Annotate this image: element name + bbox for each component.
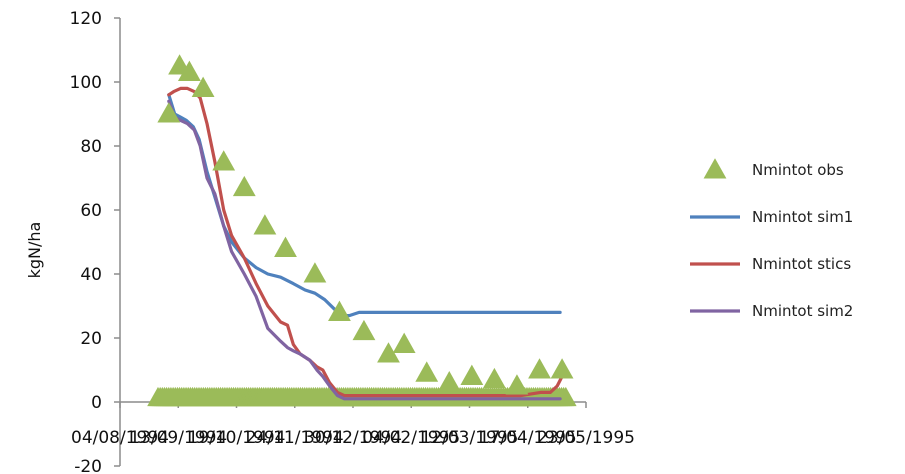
obs-marker — [232, 175, 256, 197]
legend-label: Nmintot obs — [752, 161, 844, 179]
series-line-nmintot-sim2 — [167, 99, 562, 401]
y-tick-group: 120 100 80 60 40 20 0 -20 — [70, 9, 120, 474]
legend-label: Nmintot sim1 — [752, 208, 853, 226]
obs-marker — [460, 364, 484, 385]
obs-marker — [528, 358, 551, 379]
y-tick-label: -20 — [74, 457, 102, 474]
legend-label: Nmintot stics — [752, 255, 851, 273]
x-tick-group: 04/08/199413/09/199419/10/199424/11/1994… — [71, 402, 635, 448]
legend: Nmintot obs Nmintot sim1 Nmintot stics Nmin… — [690, 158, 853, 320]
obs-marker — [157, 102, 181, 123]
x-tick-label: 24/11/1994 — [246, 428, 344, 448]
x-tick-label: 04/08/1994 — [71, 428, 169, 448]
x-tick-label: 04/02/1995 — [362, 428, 460, 448]
obs-marker — [550, 358, 574, 379]
obs-marker — [392, 332, 416, 353]
legend-marker — [703, 158, 727, 179]
x-tick-label: 13/09/1994 — [129, 428, 227, 448]
y-tick-label: 20 — [80, 329, 102, 349]
y-tick-label: 100 — [70, 73, 102, 93]
x-tick-label: 30/12/1994 — [304, 428, 402, 448]
y-tick-label: 60 — [80, 201, 102, 221]
y-tick-label: 40 — [80, 265, 102, 285]
obs-marker — [274, 236, 297, 257]
y-tick-label: 120 — [70, 9, 102, 29]
observation-markers — [157, 54, 574, 395]
obs-marker — [415, 361, 439, 382]
obs-marker — [377, 342, 400, 363]
x-tick-label: 12/03/1995 — [421, 428, 519, 448]
series-lines — [167, 86, 564, 401]
obs-marker — [303, 262, 327, 283]
legend-label: Nmintot sim2 — [752, 302, 853, 320]
series-line-nmintot-sim1 — [167, 93, 562, 318]
y-tick-label: 80 — [80, 137, 102, 157]
obs-marker — [483, 367, 506, 389]
x-tick-label: 17/04/1995 — [479, 428, 577, 448]
x-tick-label: 19/10/1994 — [188, 428, 286, 448]
x-tick-label: 23/05/1995 — [537, 428, 635, 448]
obs-marker — [505, 374, 529, 395]
obs-marker — [352, 319, 376, 341]
y-axis-label: kgN/ha — [25, 222, 44, 279]
obs-marker — [328, 300, 351, 321]
y-tick-label: 0 — [91, 393, 102, 413]
obs-marker — [177, 60, 201, 81]
obs-marker — [253, 214, 277, 235]
obs-marker — [191, 76, 215, 97]
obs-marker — [212, 150, 236, 171]
obs-marker — [437, 371, 461, 392]
zero-marker — [555, 386, 577, 407]
